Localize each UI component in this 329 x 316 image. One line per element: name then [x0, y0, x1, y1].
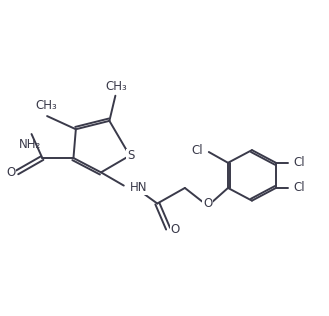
Text: HN: HN	[130, 181, 147, 194]
Text: S: S	[127, 149, 134, 162]
Text: NH₂: NH₂	[19, 138, 41, 151]
Text: O: O	[6, 166, 15, 179]
Text: Cl: Cl	[191, 144, 203, 157]
Text: Cl: Cl	[293, 181, 305, 194]
Text: Cl: Cl	[293, 156, 305, 169]
Text: O: O	[203, 197, 212, 210]
Text: O: O	[170, 223, 180, 236]
Text: CH₃: CH₃	[35, 100, 57, 112]
Text: CH₃: CH₃	[106, 80, 127, 93]
